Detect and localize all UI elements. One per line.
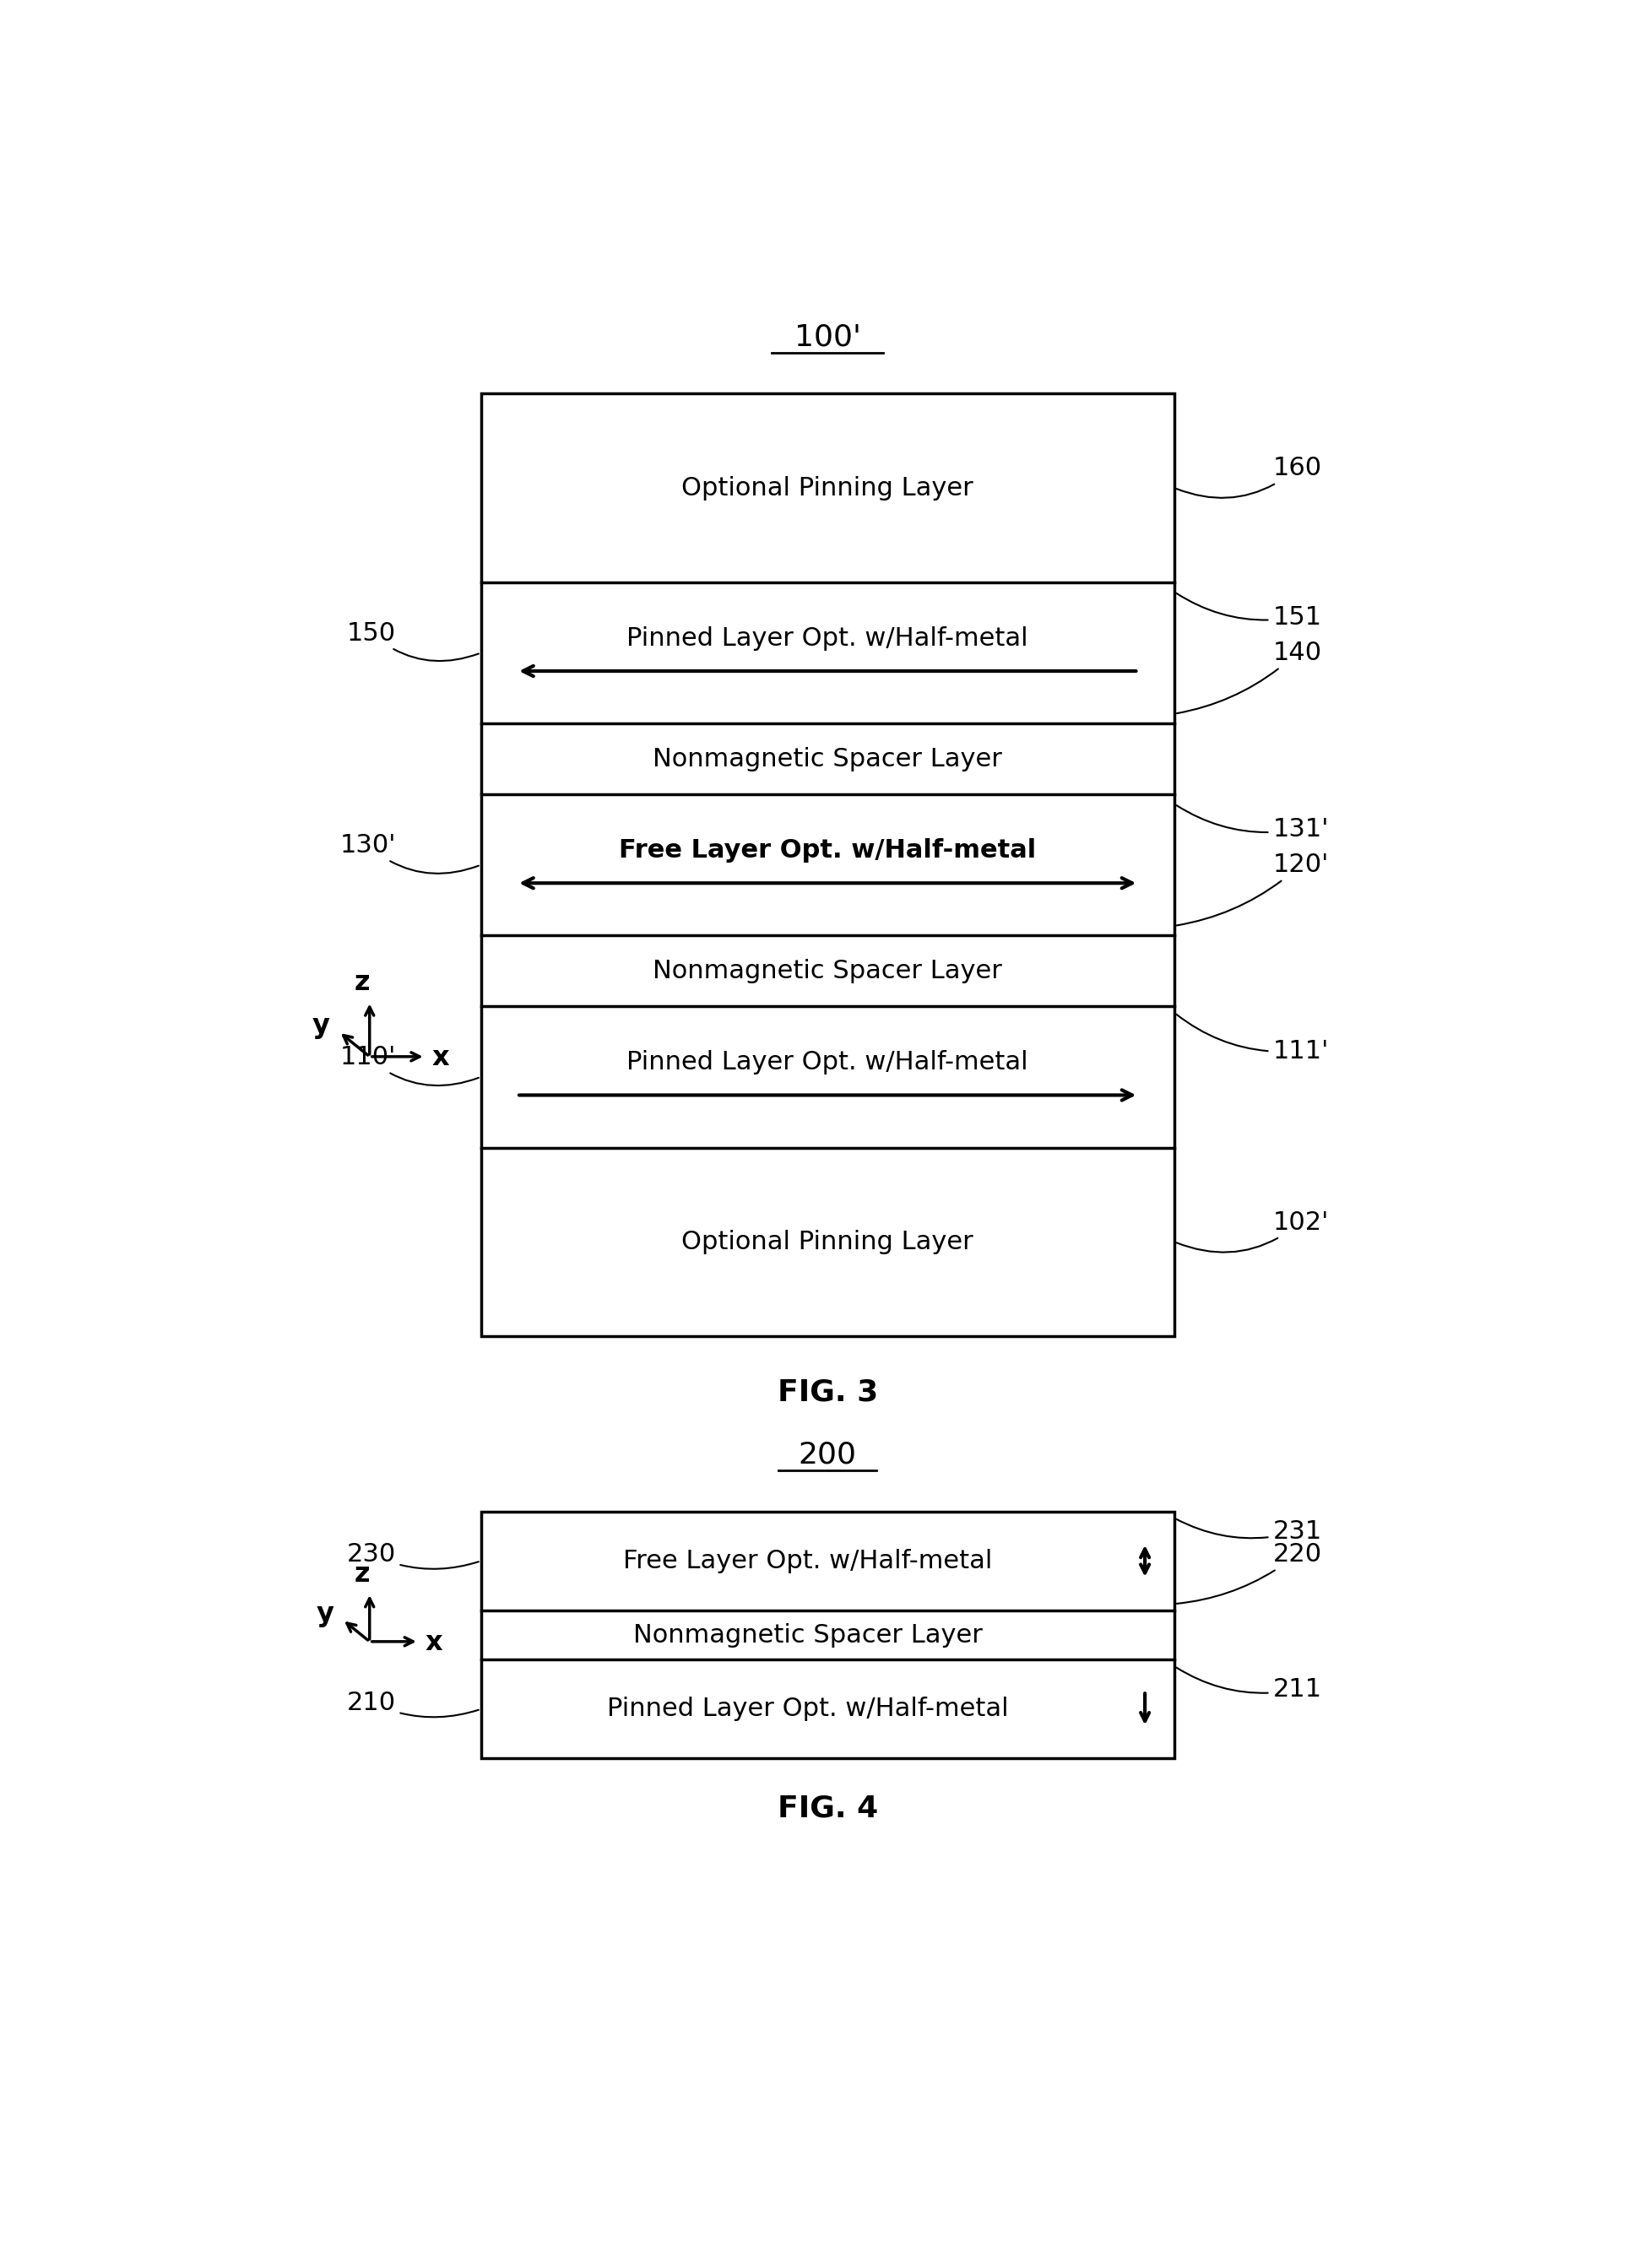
Text: Pinned Layer Opt. w/Half-metal: Pinned Layer Opt. w/Half-metal [606, 1696, 1009, 1721]
Text: 211: 211 [1177, 1667, 1322, 1701]
Text: y: y [311, 1014, 330, 1039]
Text: 111': 111' [1177, 1014, 1328, 1064]
Text: 231: 231 [1177, 1520, 1322, 1545]
Text: 210: 210 [346, 1690, 478, 1717]
Bar [481, 395, 1175, 1336]
Text: x: x [425, 1631, 443, 1656]
Text: Optional Pinning Layer: Optional Pinning Layer [682, 1229, 974, 1254]
Text: 110': 110' [339, 1046, 478, 1086]
Text: Nonmagnetic Spacer Layer: Nonmagnetic Spacer Layer [653, 746, 1002, 771]
Text: 130': 130' [339, 832, 478, 873]
Text: x: x [432, 1046, 450, 1070]
Text: Nonmagnetic Spacer Layer: Nonmagnetic Spacer Layer [633, 1624, 982, 1647]
Text: Nonmagnetic Spacer Layer: Nonmagnetic Spacer Layer [653, 959, 1002, 982]
Text: 200: 200 [799, 1440, 857, 1470]
Text: FIG. 3: FIG. 3 [778, 1379, 878, 1406]
Text: 102': 102' [1177, 1211, 1328, 1252]
Text: 150: 150 [346, 621, 478, 660]
Text: Pinned Layer Opt. w/Half-metal: Pinned Layer Opt. w/Half-metal [626, 626, 1028, 651]
Bar [481, 1510, 1175, 1758]
Text: Optional Pinning Layer: Optional Pinning Layer [682, 476, 974, 501]
Text: 120': 120' [1177, 853, 1328, 925]
Text: 160: 160 [1177, 456, 1322, 499]
Text: Free Layer Opt. w/Half-metal: Free Layer Opt. w/Half-metal [620, 839, 1037, 862]
Text: 131': 131' [1177, 805, 1328, 841]
Text: y: y [316, 1601, 333, 1626]
Text: z: z [354, 971, 369, 996]
Text: Free Layer Opt. w/Half-metal: Free Layer Opt. w/Half-metal [623, 1549, 992, 1574]
Text: FIG. 4: FIG. 4 [778, 1794, 878, 1823]
Text: 140: 140 [1177, 640, 1322, 714]
Text: 151: 151 [1177, 594, 1322, 628]
Text: z: z [354, 1560, 369, 1588]
Text: 220: 220 [1177, 1542, 1322, 1603]
Text: Pinned Layer Opt. w/Half-metal: Pinned Layer Opt. w/Half-metal [626, 1050, 1028, 1075]
Text: 230: 230 [346, 1542, 478, 1569]
Text: 100': 100' [794, 322, 860, 352]
